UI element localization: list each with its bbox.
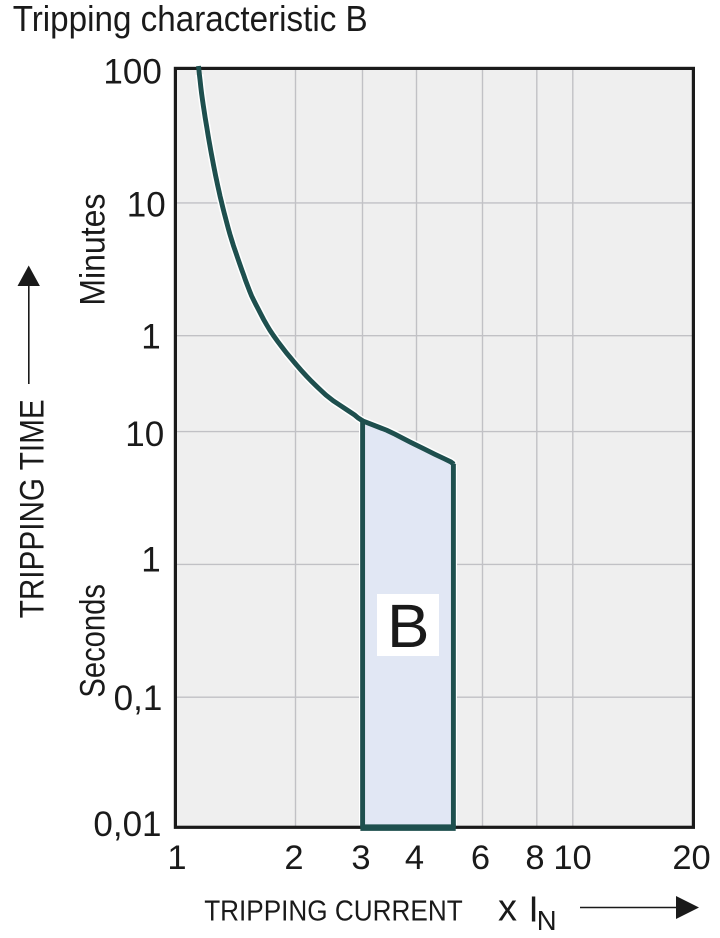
- svg-text:I: I: [529, 889, 539, 930]
- svg-text:8: 8: [525, 839, 544, 877]
- svg-text:6: 6: [471, 839, 490, 877]
- svg-text:TRIPPING TIME: TRIPPING TIME: [13, 399, 51, 618]
- svg-text:2: 2: [284, 839, 303, 877]
- svg-text:1: 1: [141, 541, 160, 580]
- svg-text:B: B: [387, 592, 430, 660]
- svg-text:TRIPPING CURRENT: TRIPPING CURRENT: [204, 896, 463, 928]
- svg-text:10: 10: [553, 839, 591, 877]
- svg-text:0,01: 0,01: [93, 805, 161, 844]
- svg-text:Minutes: Minutes: [73, 194, 113, 306]
- svg-text:N: N: [537, 905, 557, 936]
- svg-text:3: 3: [351, 839, 370, 877]
- svg-text:20: 20: [672, 839, 710, 877]
- svg-text:1: 1: [141, 318, 160, 357]
- svg-text:1: 1: [167, 839, 186, 877]
- svg-text:x: x: [498, 888, 517, 930]
- svg-text:0,1: 0,1: [114, 679, 163, 718]
- svg-text:Tripping characteristic B: Tripping characteristic B: [13, 0, 368, 39]
- svg-text:100: 100: [103, 53, 161, 92]
- svg-text:Seconds: Seconds: [73, 584, 113, 698]
- svg-text:4: 4: [405, 839, 424, 877]
- svg-text:10: 10: [125, 415, 164, 454]
- svg-text:10: 10: [127, 186, 166, 225]
